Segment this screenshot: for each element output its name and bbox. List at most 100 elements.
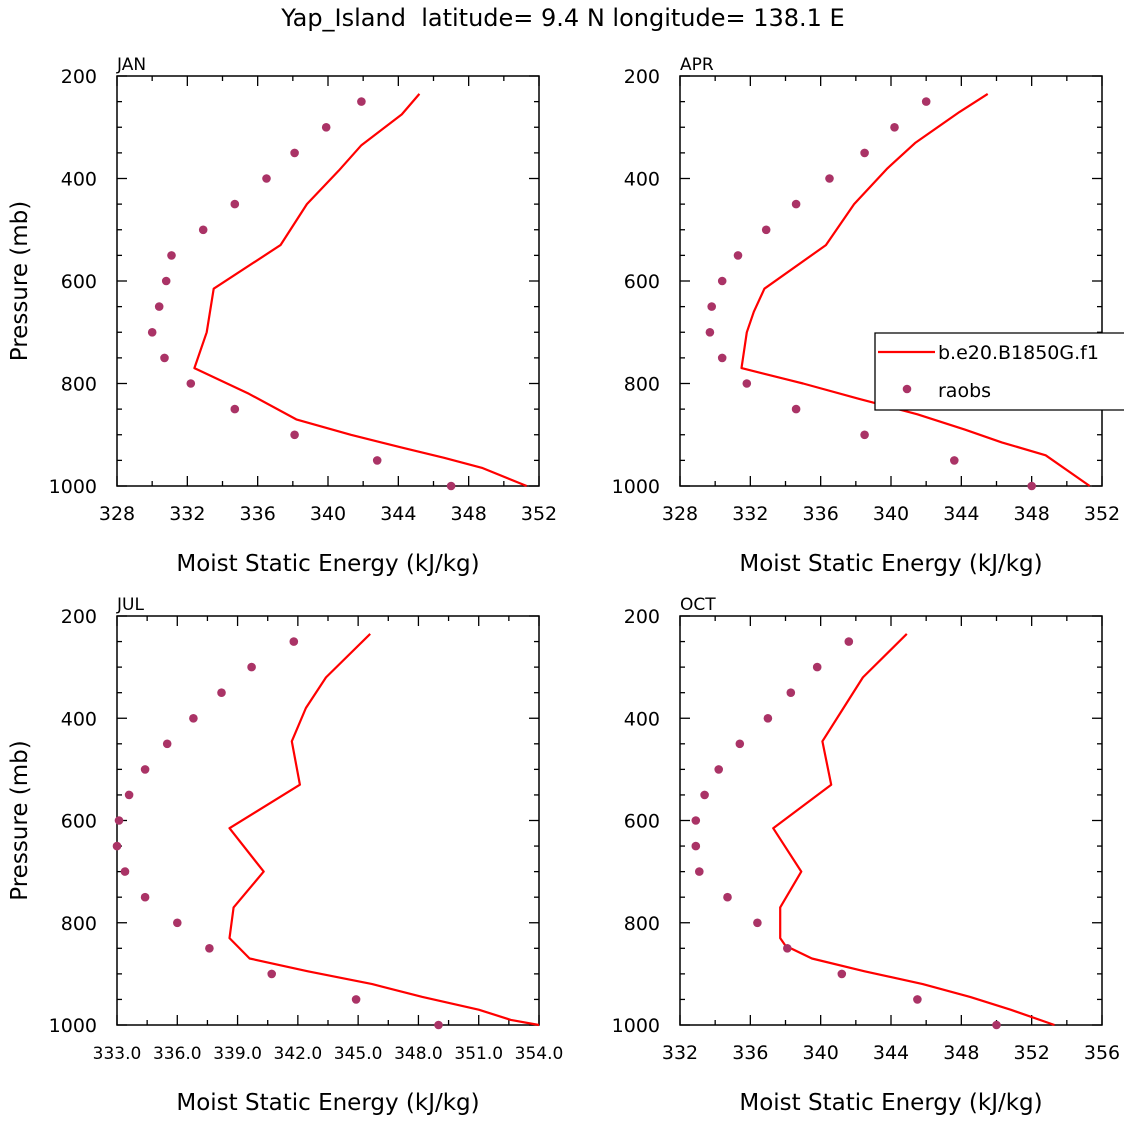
raobs-point [761, 225, 771, 235]
raobs-point [434, 1020, 443, 1030]
x-tick-label: 328 [99, 503, 135, 525]
y-tick-label: 1000 [612, 1015, 660, 1037]
series-line-model [193, 93, 528, 488]
raobs-point [733, 251, 743, 260]
raobs-point [723, 892, 732, 902]
raobs-point [147, 328, 157, 337]
raobs-point [140, 765, 150, 774]
raobs-point [735, 739, 745, 749]
series-line-model [228, 633, 540, 1027]
y-tick-label: 200 [624, 66, 660, 88]
raobs-point [791, 404, 801, 414]
y-tick-label: 600 [61, 811, 97, 833]
x-axis-label: Moist Static Energy (kJ/kg) [176, 551, 479, 577]
x-tick-label: 336 [803, 503, 839, 525]
panel-label: OCT [680, 595, 716, 615]
raobs-point [173, 918, 182, 928]
y-tick-label: 400 [61, 708, 97, 730]
raobs-point [114, 816, 124, 825]
raobs-point [247, 662, 256, 672]
raobs-point [717, 276, 727, 286]
y-tick-label: 200 [61, 66, 97, 88]
raobs-point [691, 841, 701, 851]
raobs-point [753, 918, 762, 928]
x-tick-label: 339.0 [213, 1044, 262, 1064]
series-line-model [772, 633, 1055, 1027]
x-tick-label: 336 [732, 1042, 768, 1064]
x-tick-label: 328 [662, 503, 698, 525]
x-axis-label: Moist Static Energy (kJ/kg) [176, 1090, 479, 1116]
raobs-point [913, 995, 922, 1004]
raobs-point [791, 199, 801, 209]
raobs-point [189, 714, 198, 723]
raobs-point [707, 302, 716, 311]
x-tick-label: 340 [873, 503, 909, 525]
y-tick-label: 1000 [49, 476, 97, 498]
legend-marker-swatch [902, 384, 912, 394]
x-tick-label: 351.0 [454, 1044, 503, 1064]
legend-label-model: b.e20.B1850G.f1 [938, 342, 1099, 364]
x-tick-label: 332 [662, 1042, 698, 1064]
raobs-point [262, 174, 271, 183]
raobs-point [154, 302, 164, 311]
series-line-model [740, 92, 1091, 487]
x-tick-label: 348 [451, 503, 487, 525]
x-tick-label: 332 [732, 503, 768, 525]
y-tick-label: 600 [624, 811, 660, 833]
panel-label: APR [680, 55, 714, 75]
plot-frame [679, 75, 1103, 487]
raobs-point [205, 944, 214, 953]
x-tick-label: 354.0 [515, 1044, 564, 1064]
raobs-point [890, 123, 899, 132]
raobs-point [186, 379, 196, 388]
panel-jul: JUL 200 400 600 800 1000 333.0 336.0 339.0 342.0 3… [7, 595, 563, 1116]
raobs-point [717, 353, 727, 363]
raobs-point [825, 174, 834, 183]
raobs-point [691, 816, 701, 825]
raobs-point [162, 739, 172, 749]
raobs-point [198, 225, 208, 235]
raobs-point [321, 123, 331, 132]
raobs-point [844, 637, 854, 646]
raobs-point [120, 867, 130, 876]
y-tick-label: 200 [61, 606, 97, 628]
raobs-point [860, 430, 869, 440]
x-tick-label: 336.0 [153, 1044, 202, 1064]
raobs-point [783, 944, 792, 953]
x-tick-label: 344 [873, 1042, 909, 1064]
x-tick-label: 333.0 [93, 1044, 142, 1064]
x-tick-label: 340 [803, 1042, 839, 1064]
y-tick-label: 1000 [612, 476, 660, 498]
raobs-point [160, 353, 169, 363]
raobs-point [860, 148, 869, 158]
y-tick-label: 600 [61, 271, 97, 293]
legend-label-raobs: raobs [938, 380, 991, 402]
x-tick-label: 340 [310, 503, 346, 525]
x-tick-label: 348.0 [394, 1044, 443, 1064]
figure-title: Yap_Island latitude= 9.4 N longitude= 13… [280, 4, 844, 32]
raobs-point [230, 404, 240, 414]
raobs-point [217, 688, 226, 697]
raobs-point [167, 251, 176, 260]
x-tick-label: 352 [521, 503, 557, 525]
raobs-point [124, 790, 134, 800]
raobs-point [161, 276, 171, 286]
plot-frame [679, 615, 1103, 1026]
raobs-point [112, 841, 122, 851]
raobs-point [372, 456, 382, 465]
y-tick-label: 800 [61, 913, 97, 935]
raobs-point [700, 790, 709, 800]
raobs-point [267, 969, 277, 979]
raobs-point [786, 688, 796, 697]
plot-frame [116, 615, 540, 1026]
raobs-point [695, 867, 704, 876]
raobs-point [446, 481, 456, 491]
raobs-point [714, 765, 723, 774]
y-tick-label: 200 [624, 606, 660, 628]
y-axis-label: Pressure (mb) [7, 740, 33, 900]
raobs-point [837, 969, 847, 979]
x-tick-label: 345.0 [334, 1044, 383, 1064]
